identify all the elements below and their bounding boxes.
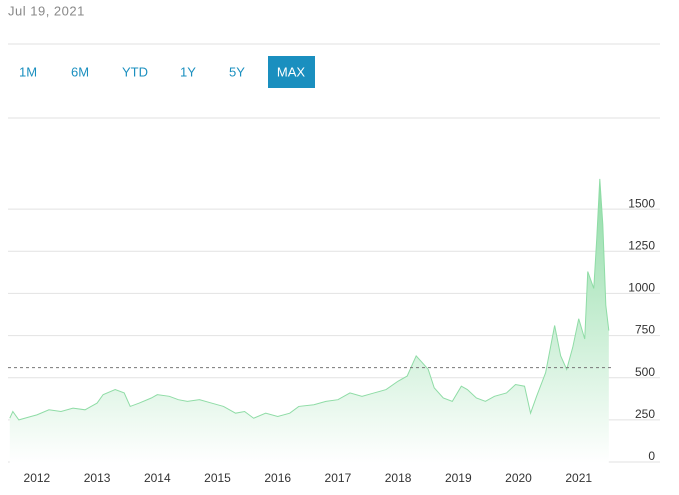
x-tick-label: 2020 bbox=[505, 471, 532, 485]
range-button-active[interactable] bbox=[268, 56, 315, 88]
x-tick-label: 2021 bbox=[565, 471, 592, 485]
range-button[interactable]: 6M bbox=[71, 64, 89, 79]
y-tick-label: 250 bbox=[635, 407, 655, 421]
x-tick-label: 2014 bbox=[144, 471, 171, 485]
x-tick-label: 2016 bbox=[264, 471, 291, 485]
x-tick-label: 2013 bbox=[84, 471, 111, 485]
y-tick-label: 500 bbox=[635, 365, 655, 379]
range-button[interactable]: YTD bbox=[122, 64, 148, 79]
x-tick-label: 2015 bbox=[204, 471, 231, 485]
range-button[interactable]: MAX bbox=[277, 64, 306, 79]
x-tick-label: 2012 bbox=[24, 471, 51, 485]
y-tick-label: 1500 bbox=[628, 196, 655, 210]
plot: 0 250 500 750 1000 1250 1500 2012 2013 2014 2015 20… bbox=[8, 178, 660, 485]
x-tick-label: 2018 bbox=[385, 471, 412, 485]
range-button[interactable]: 1Y bbox=[180, 64, 196, 79]
x-tick-label: 2019 bbox=[445, 471, 472, 485]
y-tick-label: 0 bbox=[648, 449, 655, 463]
range-button[interactable]: 1M bbox=[19, 64, 37, 79]
y-tick-label: 750 bbox=[635, 323, 655, 337]
range-buttons: 1M 6M YTD 1Y 5Y MAX bbox=[19, 56, 315, 88]
area-line bbox=[9, 178, 610, 421]
y-tick-label: 1250 bbox=[628, 238, 655, 252]
range-button[interactable]: 5Y bbox=[229, 64, 245, 79]
x-tick-label: 2017 bbox=[325, 471, 352, 485]
area bbox=[9, 178, 609, 463]
y-tick-label: 1000 bbox=[628, 281, 655, 295]
date: Jul 19, 2021 bbox=[8, 3, 85, 18]
